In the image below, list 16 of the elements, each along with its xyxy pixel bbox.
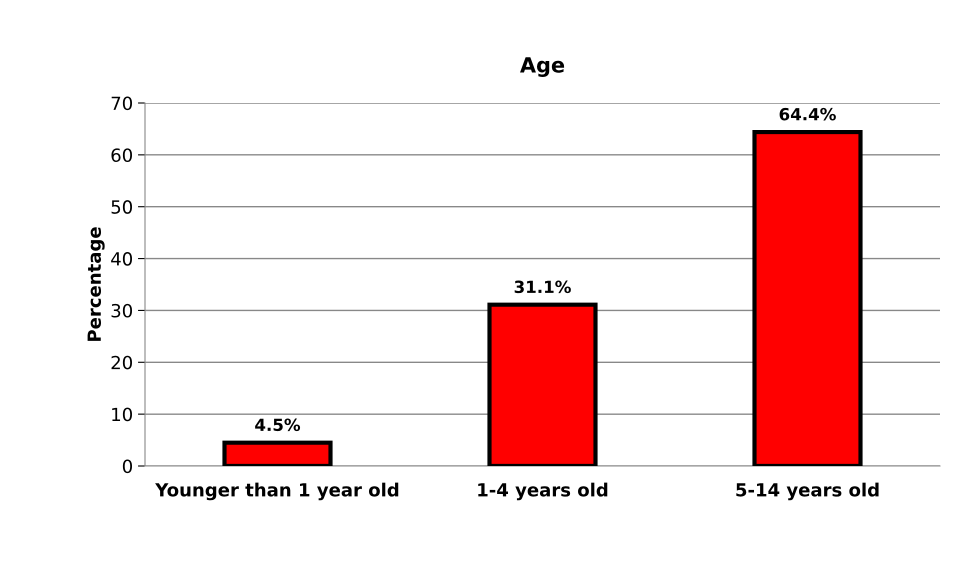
x-tick-label: 5-14 years old [736,482,879,500]
y-axis-title: Percentage [88,227,105,341]
y-tick-label: 0 [122,459,132,474]
y-tick-label: 60 [111,148,132,162]
y-tick-label: 20 [112,356,132,370]
y-tick-label: 50 [112,200,132,214]
data-label: 31.1% [514,280,571,294]
x-tick-label: Younger than 1 year old [155,482,398,500]
x-tick-label: 1-4 years old [478,482,608,500]
y-tick-label: 70 [112,96,132,110]
data-label: 64.4% [780,108,836,120]
y-tick-label: 40 [111,252,132,266]
data-label: 4.5% [255,418,300,432]
y-tick-label: 30 [112,304,132,318]
chart-title: Age [520,57,564,77]
y-tick-label: 10 [112,408,132,422]
